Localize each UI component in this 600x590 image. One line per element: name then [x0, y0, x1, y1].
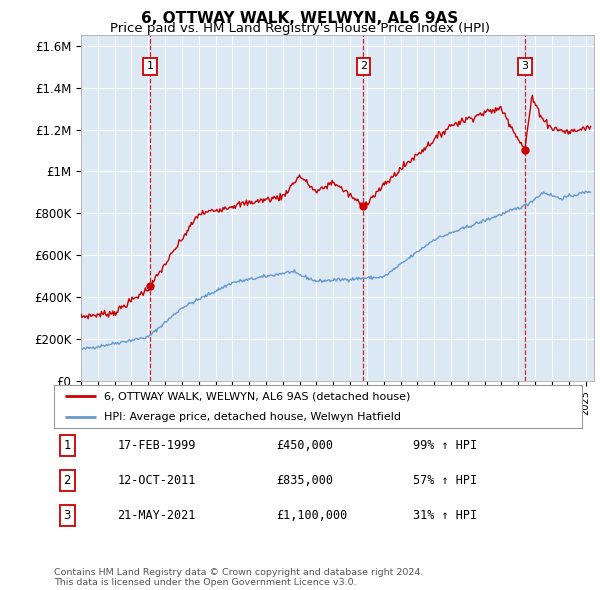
Text: £450,000: £450,000 — [276, 439, 333, 452]
Text: HPI: Average price, detached house, Welwyn Hatfield: HPI: Average price, detached house, Welw… — [104, 412, 401, 422]
Text: 12-OCT-2011: 12-OCT-2011 — [118, 474, 196, 487]
Text: Price paid vs. HM Land Registry's House Price Index (HPI): Price paid vs. HM Land Registry's House … — [110, 22, 490, 35]
Text: £1,100,000: £1,100,000 — [276, 509, 347, 522]
Text: 6, OTTWAY WALK, WELWYN, AL6 9AS: 6, OTTWAY WALK, WELWYN, AL6 9AS — [142, 11, 458, 25]
Text: 31% ↑ HPI: 31% ↑ HPI — [413, 509, 477, 522]
Text: 1: 1 — [147, 61, 154, 71]
Text: Contains HM Land Registry data © Crown copyright and database right 2024.
This d: Contains HM Land Registry data © Crown c… — [54, 568, 424, 587]
Text: 2: 2 — [360, 61, 367, 71]
Text: 17-FEB-1999: 17-FEB-1999 — [118, 439, 196, 452]
Text: 57% ↑ HPI: 57% ↑ HPI — [413, 474, 477, 487]
Text: 99% ↑ HPI: 99% ↑ HPI — [413, 439, 477, 452]
Text: 3: 3 — [64, 509, 71, 522]
Text: 3: 3 — [521, 61, 528, 71]
Text: 6, OTTWAY WALK, WELWYN, AL6 9AS (detached house): 6, OTTWAY WALK, WELWYN, AL6 9AS (detache… — [104, 391, 410, 401]
Text: 1: 1 — [64, 439, 71, 452]
Text: 2: 2 — [64, 474, 71, 487]
Text: £835,000: £835,000 — [276, 474, 333, 487]
Text: 21-MAY-2021: 21-MAY-2021 — [118, 509, 196, 522]
